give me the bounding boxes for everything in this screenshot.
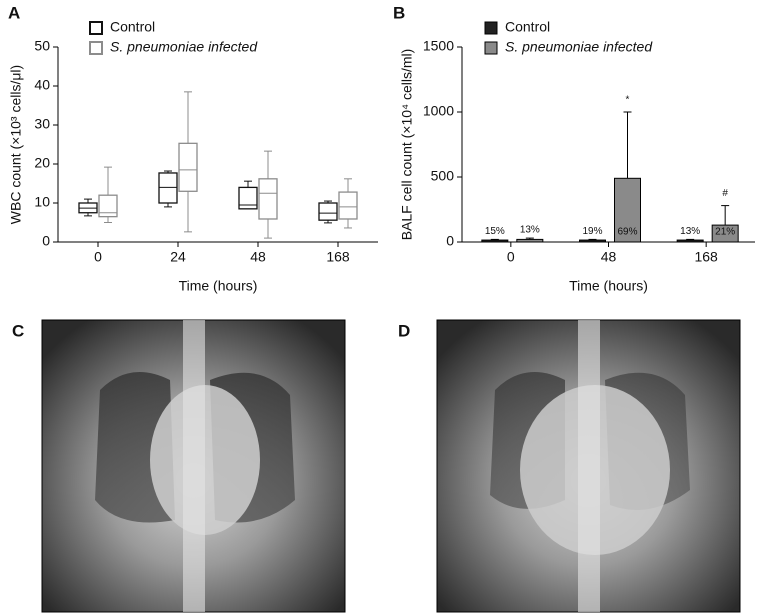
- y-tick-label: 500: [431, 168, 455, 184]
- y-tick-label: 0: [42, 233, 50, 249]
- x-tick-label: 0: [507, 249, 515, 265]
- y-axis-label: BALF cell count (×10⁴ cells/ml): [399, 49, 415, 241]
- bar: [516, 238, 544, 243]
- legend-label: Control: [505, 19, 550, 35]
- bar: [579, 239, 606, 243]
- y-axis-label: WBC count (×10³ cells/μl): [8, 65, 24, 224]
- panel-label: C: [12, 321, 24, 340]
- panel-label: A: [8, 3, 20, 22]
- bar: [481, 239, 509, 243]
- y-tick-label: 30: [34, 116, 50, 132]
- bar: [676, 239, 704, 243]
- legend-label: S. pneumoniae infected: [110, 39, 258, 55]
- y-tick-label: 1500: [423, 38, 454, 54]
- y-tick-label: 50: [34, 38, 50, 54]
- y-tick-label: 1000: [423, 103, 454, 119]
- box: [338, 191, 358, 220]
- box: [318, 202, 338, 221]
- x-tick-label: 168: [326, 249, 350, 265]
- x-axis-label: Time (hours): [569, 278, 648, 294]
- percent-label: 19%: [582, 226, 602, 237]
- legend-label: Control: [110, 19, 155, 35]
- legend-swatch: [89, 21, 103, 35]
- x-axis-label: Time (hours): [179, 278, 258, 294]
- annotation: #: [722, 188, 728, 199]
- box: [238, 186, 258, 210]
- annotation: *: [626, 95, 630, 106]
- x-tick-label: 48: [601, 249, 617, 265]
- percent-label: 69%: [617, 227, 637, 238]
- bar: [711, 224, 739, 243]
- box: [258, 178, 278, 220]
- bar: [614, 177, 641, 243]
- box: [158, 172, 178, 204]
- y-tick-label: 40: [34, 77, 50, 93]
- y-tick-label: 10: [34, 194, 50, 210]
- legend-swatch: [89, 41, 103, 55]
- legend-swatch: [484, 21, 498, 35]
- y-tick-label: 0: [446, 233, 454, 249]
- legend-swatch: [484, 41, 498, 55]
- y-tick-label: 20: [34, 155, 50, 171]
- xray-d: [436, 319, 741, 613]
- panel-label: B: [393, 3, 405, 22]
- percent-label: 13%: [680, 226, 700, 237]
- box: [178, 142, 198, 192]
- percent-label: 15%: [485, 226, 505, 237]
- x-tick-label: 24: [170, 249, 186, 265]
- x-tick-label: 0: [94, 249, 102, 265]
- legend-label: S. pneumoniae infected: [505, 39, 653, 55]
- box: [98, 194, 118, 218]
- xray-c: [41, 319, 346, 613]
- percent-label: 21%: [715, 227, 735, 238]
- panel-label: D: [398, 321, 410, 340]
- x-tick-label: 48: [250, 249, 266, 265]
- x-tick-label: 168: [694, 249, 718, 265]
- percent-label: 13%: [520, 225, 540, 236]
